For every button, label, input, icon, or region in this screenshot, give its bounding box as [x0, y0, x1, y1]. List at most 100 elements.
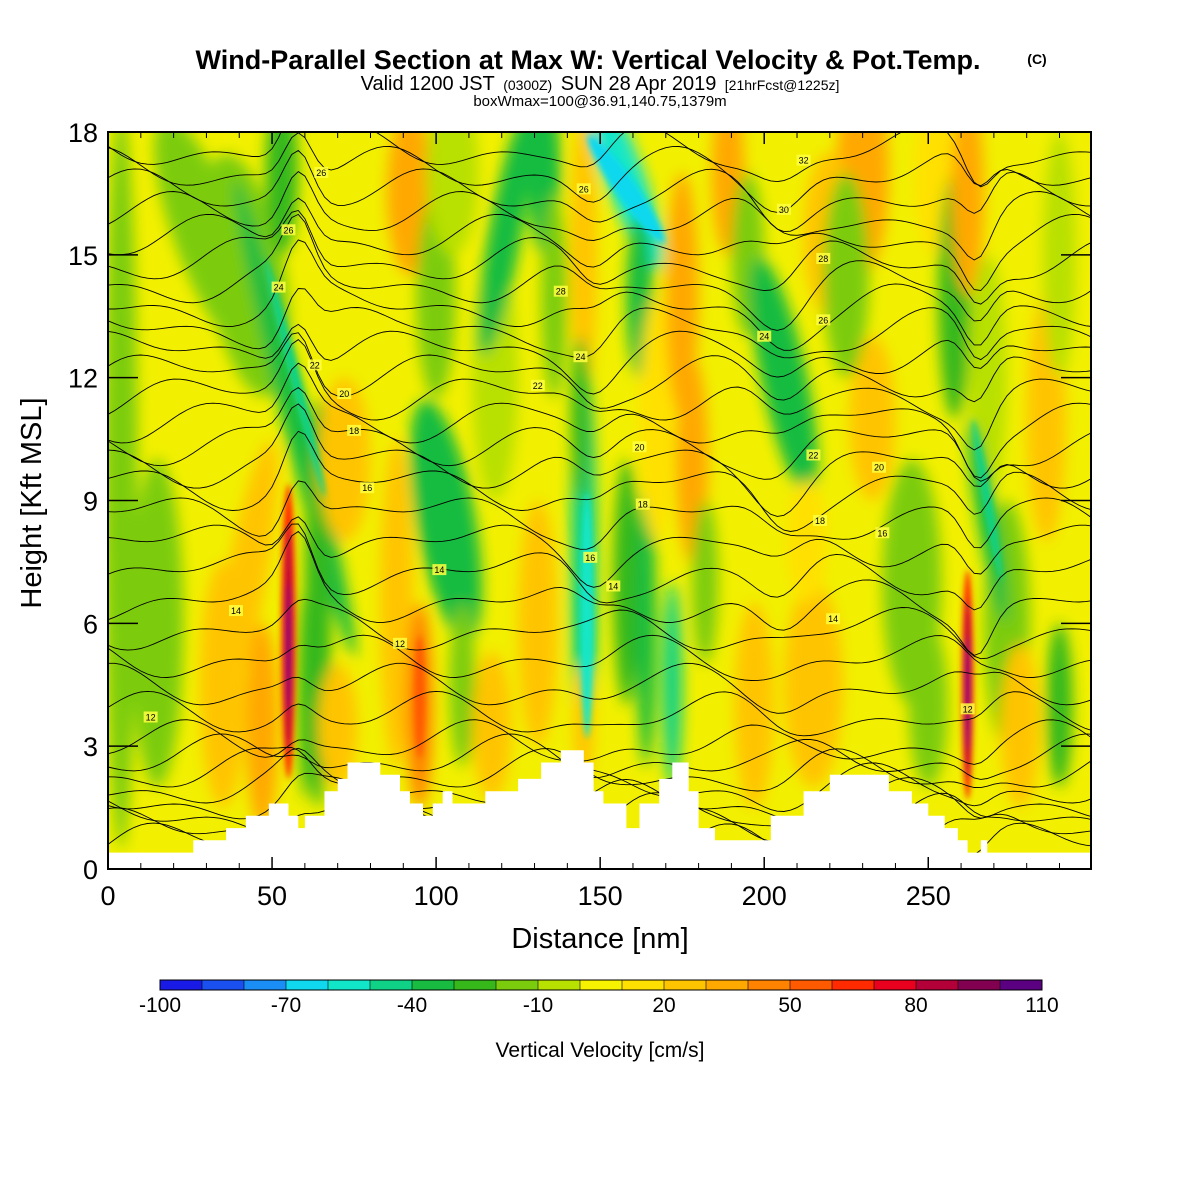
velocity-region: [518, 500, 558, 747]
contour-label: 18: [349, 426, 359, 436]
colorbar-label: Vertical Velocity [cm/s]: [496, 1039, 705, 1062]
contour-label-bg: [816, 252, 831, 264]
velocity-region: [318, 664, 358, 788]
colorbar-swatch: [370, 980, 413, 990]
contour-label-bg: [826, 613, 841, 625]
velocity-core: [414, 635, 425, 759]
velocity-region: [613, 459, 640, 706]
contour-label-bg: [530, 379, 545, 391]
theta-contour-line: [108, 288, 1091, 361]
y-tick-label: 0: [83, 855, 98, 885]
contour-label: 20: [635, 442, 645, 452]
theta-contour-line: [108, 339, 1091, 451]
contour-label-bg: [573, 351, 588, 363]
theta-contour-line: [108, 132, 1091, 213]
colorbar-swatch: [832, 980, 875, 990]
x-axis-ticks: 0 50 100 150 200 250: [100, 132, 1061, 911]
contour-label: 22: [310, 360, 320, 370]
contour-label: 16: [362, 483, 372, 493]
colorbar: -100 -70 -40 -10 20 50 80 110: [139, 979, 1059, 1017]
contour-label-bg: [553, 285, 568, 297]
theta-contour-line: [108, 149, 1091, 233]
theta-contour-line: [108, 132, 1091, 188]
colorbar-tick-label: -70: [271, 994, 301, 1017]
colorbar-swatch: [874, 980, 917, 990]
contour-label: 28: [818, 254, 828, 264]
colorbar-swatch: [244, 980, 287, 990]
y-tick-label: 12: [68, 364, 98, 394]
contour-label: 12: [963, 704, 973, 714]
velocity-region: [908, 623, 948, 788]
theta-contour-line: [108, 746, 1091, 792]
velocity-region: [214, 441, 278, 724]
contour-label-bg: [314, 166, 329, 178]
theta-contour-line: [108, 332, 1091, 409]
contour-label-bg: [347, 424, 362, 436]
velocity-region: [1046, 623, 1073, 788]
velocity-region: [639, 295, 673, 542]
theta-contour-line: [108, 386, 1091, 482]
x-tick-label: 0: [100, 881, 115, 911]
velocity-region: [108, 132, 138, 849]
velocity-region: [380, 439, 414, 767]
theta-contour-line: [108, 523, 1091, 611]
contour-label-bg: [307, 359, 322, 371]
theta-contour-line: [108, 197, 1091, 291]
velocity-region: [265, 132, 299, 255]
colorbar-swatch: [286, 980, 329, 990]
chart-title: Wind-Parallel Section at Max W: Vertical…: [196, 45, 981, 75]
contour-label: 14: [608, 581, 618, 591]
velocity-core: [972, 419, 1003, 582]
theta-contour-line: [108, 747, 1091, 812]
y-tick-label: 3: [83, 732, 98, 762]
velocity-region: [449, 602, 476, 767]
velocity-region: [951, 132, 985, 296]
colorbar-tick-label: 20: [652, 994, 675, 1017]
contour-label-bg: [632, 441, 647, 453]
theta-contour-line: [108, 530, 1091, 656]
colorbar-tick-label: -100: [139, 994, 181, 1017]
contour-label-bg: [872, 461, 887, 473]
contour-label-bg: [960, 703, 975, 715]
contour-label-bg: [576, 183, 591, 195]
contour-label-bg: [360, 482, 375, 494]
velocity-region: [692, 500, 719, 665]
contour-label-bg: [806, 449, 821, 461]
contour-label: 22: [808, 450, 818, 460]
contour-label: 26: [283, 225, 293, 235]
contour-label-bg: [337, 388, 352, 400]
velocity-region: [787, 480, 827, 603]
colorbar-swatch: [580, 980, 623, 990]
contour-label: 14: [434, 565, 444, 575]
y-axis-label: Height [Kft MSL]: [16, 397, 48, 608]
x-tick-label: 50: [257, 881, 287, 911]
contour-label: 22: [533, 381, 543, 391]
contour-label-bg: [271, 281, 286, 293]
velocity-region: [131, 459, 184, 788]
contour-label-bg: [635, 498, 650, 510]
velocity-region: [849, 336, 896, 501]
colorbar-swatch: [706, 980, 749, 990]
y-tick-label: 18: [68, 118, 98, 148]
colorbar-tick-label: -40: [397, 994, 427, 1017]
velocity-core: [286, 582, 291, 714]
y-tick-label: 15: [68, 241, 98, 271]
colorbar-swatch: [454, 980, 497, 990]
contour-label: 28: [556, 287, 566, 297]
contour-label: 20: [339, 389, 349, 399]
contour-label: 12: [395, 639, 405, 649]
contour-label: 16: [877, 528, 887, 538]
contour-label-bg: [812, 514, 827, 526]
terrain-mask: [108, 750, 1091, 869]
copyright-mark: (C): [1027, 51, 1046, 67]
y-tick-label: 9: [83, 487, 98, 517]
theta-contour-line: [108, 403, 1091, 517]
x-tick-label: 250: [906, 881, 951, 911]
colorbar-frame: [159, 979, 1043, 991]
contour-label: 24: [759, 332, 769, 342]
colorbar-swatch: [1000, 980, 1043, 990]
x-tick-label: 100: [414, 881, 459, 911]
x-axis-label: Distance [nm]: [511, 923, 688, 955]
contour-label: 26: [316, 168, 326, 178]
